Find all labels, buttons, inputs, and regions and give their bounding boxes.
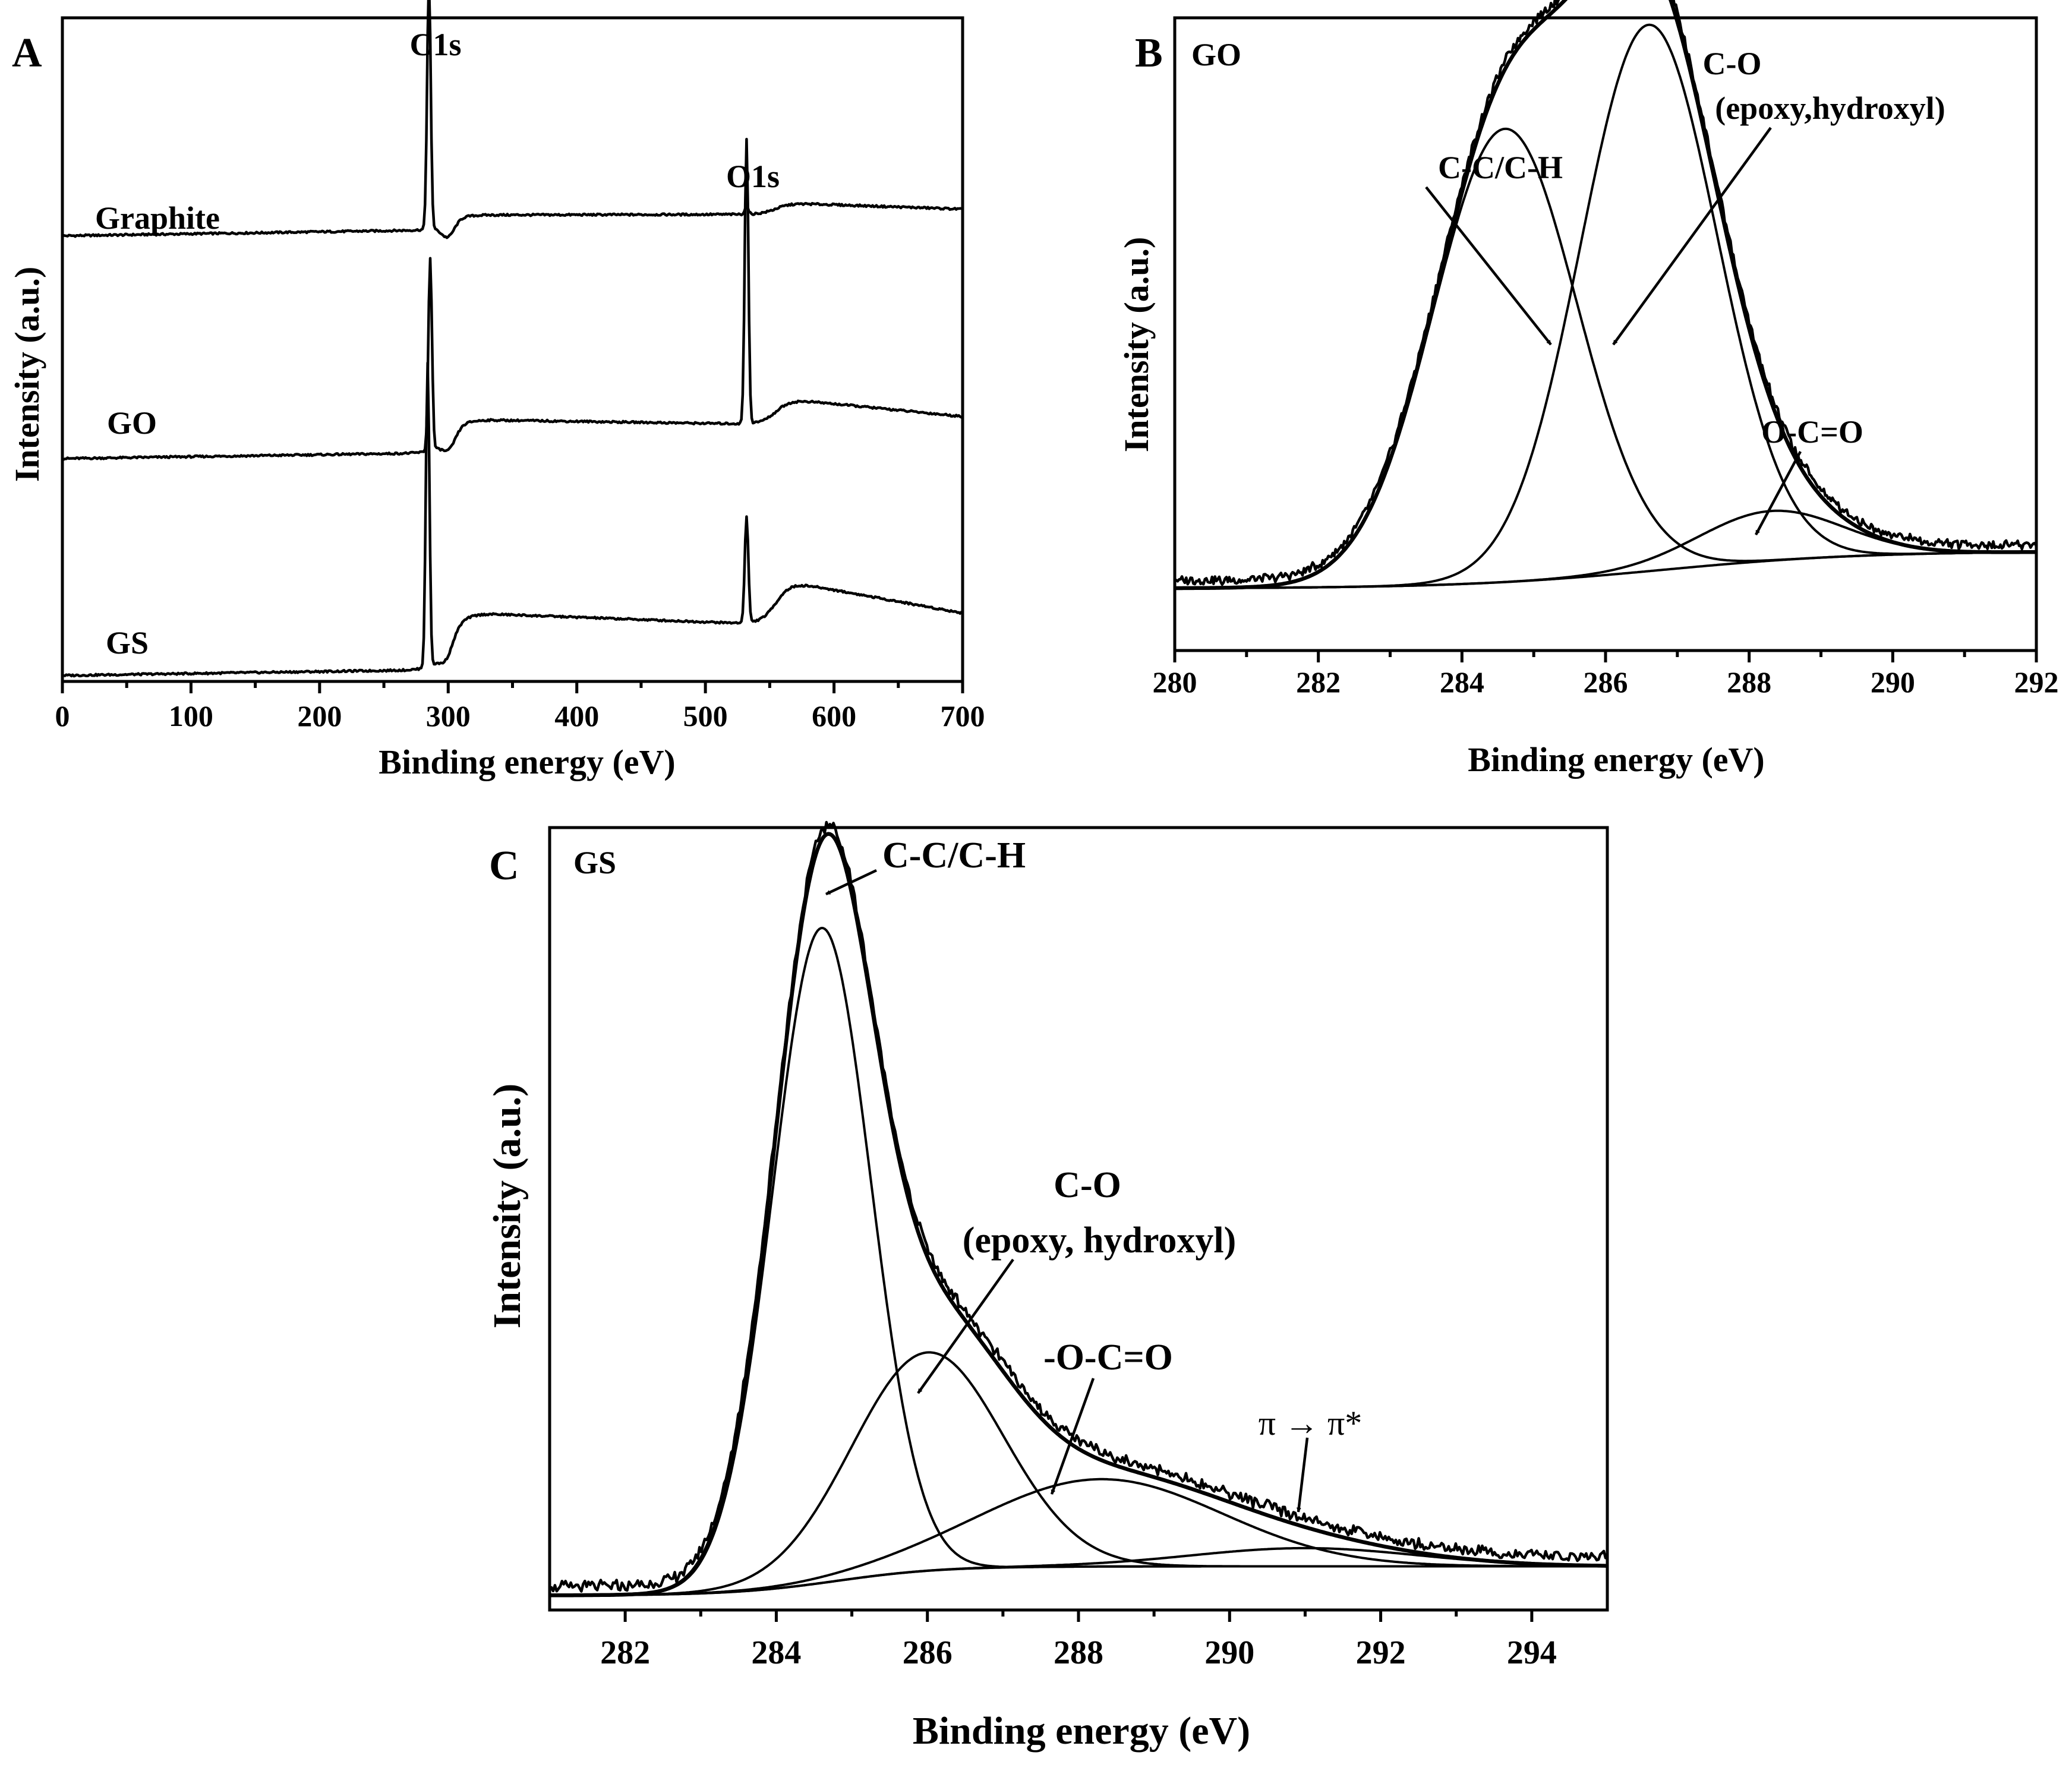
annotation-gs-co-detail: (epoxy, hydroxyl): [963, 1220, 1236, 1261]
panel-a-x-ticks: [61, 681, 964, 693]
annotation-gs-co: C-O: [1054, 1165, 1121, 1205]
panel-a-y-axis-label: Intensity (a.u.): [8, 267, 46, 482]
fit-envelope: [549, 832, 1608, 1598]
panel-b: B GO 280 282 284 286 288 290 292 C-C/C-H C-O (…: [1117, 0, 2059, 779]
panel-c-plot-frame: [548, 826, 1609, 1612]
x-tick-label: 700: [941, 699, 985, 733]
x-tick-label: 290: [1871, 665, 1915, 699]
panel-a-letter: A: [12, 30, 42, 76]
x-tick-label: 200: [297, 699, 342, 733]
x-tick-label: 288: [1054, 1634, 1103, 1671]
arrow-go-cc-ch: [1425, 186, 1552, 346]
x-tick-label: 286: [903, 1634, 953, 1671]
peak-label-c1s: C1s: [409, 27, 461, 62]
x-tick-label: 400: [554, 699, 599, 733]
panel-c-curves: [548, 820, 1609, 1598]
panel-a-x-axis-label: Binding energy (eV): [379, 743, 675, 781]
survey-trace-graphite: [61, 0, 964, 239]
x-tick-label: 294: [1507, 1634, 1557, 1671]
panel-c-x-axis-label: Binding energy (eV): [913, 1709, 1250, 1753]
survey-trace-gs: [61, 361, 964, 678]
panel-b-x-ticks: [1173, 651, 2038, 662]
x-tick-label: 300: [426, 699, 471, 733]
panel-a: A 0 100 200 300 400 500 600 700 Graphite GO GS …: [8, 0, 985, 781]
panel-b-curves: [1173, 0, 2038, 591]
annotation-gs-cc-ch: C-C/C-H: [882, 835, 1026, 876]
x-tick-label: 288: [1727, 665, 1771, 699]
x-tick-label: 500: [683, 699, 728, 733]
survey-trace-go: [61, 138, 964, 461]
x-tick-label: 290: [1204, 1634, 1254, 1671]
panel-c-x-tick-labels: 282 284 286 288 290 292 294: [600, 1634, 1557, 1671]
annotation-go-co-detail: (epoxy,hydroxyl): [1715, 90, 1945, 126]
panel-a-traces: [61, 0, 964, 678]
x-tick-label: 0: [55, 699, 70, 733]
panel-c-y-axis-label: Intensity (a.u.): [485, 1084, 529, 1329]
series-label-graphite: Graphite: [95, 200, 220, 236]
x-tick-label: 280: [1153, 665, 1197, 699]
raw-spectrum: [1173, 0, 2038, 586]
panel-c-sample-label: GS: [573, 845, 616, 880]
annotation-gs-ocoo: -O-C=O: [1043, 1337, 1173, 1378]
x-tick-label: 292: [1356, 1634, 1406, 1671]
x-tick-label: 286: [1584, 665, 1628, 699]
arrow-go-ocoo: [1755, 450, 1802, 536]
panel-b-letter: B: [1135, 30, 1163, 76]
arrow-gs-co: [917, 1258, 1014, 1394]
series-label-go: GO: [107, 405, 157, 441]
panel-c: C GS 282 284 286 288 290 292 294 C-C/C-H C-O (…: [485, 820, 1609, 1753]
x-tick-label: 282: [600, 1634, 650, 1671]
panel-c-x-ticks: [623, 1610, 1534, 1622]
raw-spectrum: [548, 820, 1609, 1593]
fit-component-0: [550, 927, 1607, 1597]
panel-b-y-axis-label: Intensity (a.u.): [1117, 237, 1156, 453]
x-tick-label: 282: [1296, 665, 1341, 699]
panel-a-x-tick-labels: 0 100 200 300 400 500 600 700: [55, 699, 985, 733]
fit-component-0: [1175, 127, 2036, 589]
series-label-gs: GS: [106, 625, 149, 661]
arrow-gs-ocoo: [1050, 1378, 1095, 1495]
annotation-go-cc-ch: C-C/C-H: [1438, 150, 1563, 185]
annotation-go-ocoo: O-C=O: [1761, 414, 1863, 450]
panel-b-x-tick-labels: 280 282 284 286 288 290 292: [1153, 665, 2059, 699]
annotation-gs-pi-pi-star: π → π*: [1259, 1404, 1363, 1442]
annotation-go-co: C-O: [1703, 46, 1762, 81]
x-tick-label: 100: [169, 699, 213, 733]
panel-b-sample-label: GO: [1191, 37, 1241, 72]
arrow-go-co: [1612, 127, 1772, 346]
arrow-gs-cc-ch: [825, 869, 877, 896]
x-tick-label: 600: [812, 699, 856, 733]
panel-b-x-axis-label: Binding energy (eV): [1468, 740, 1764, 779]
panel-c-letter: C: [489, 843, 519, 889]
fit-envelope: [1174, 0, 2037, 591]
x-tick-label: 292: [2014, 665, 2059, 699]
x-tick-label: 284: [1440, 665, 1484, 699]
x-tick-label: 284: [751, 1634, 801, 1671]
fit-component-1: [550, 1351, 1607, 1597]
fit-component-3: [550, 1546, 1607, 1597]
panel-a-plot-frame: [61, 16, 964, 683]
arrow-gs-pi-pi-star: [1296, 1437, 1309, 1513]
peak-label-o1s: O1s: [726, 159, 780, 194]
